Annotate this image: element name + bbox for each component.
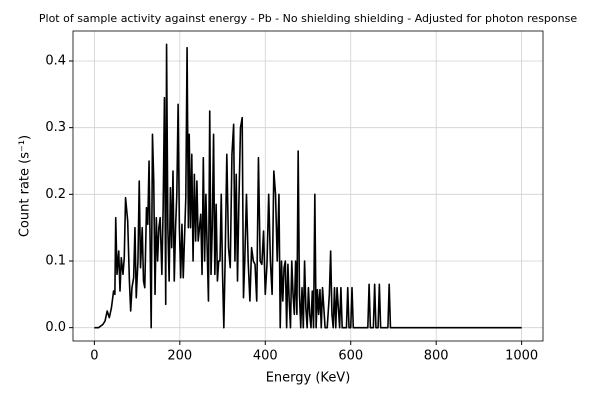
y-tick-label: 0.1: [45, 254, 66, 269]
x-tick-label: 800: [424, 349, 449, 364]
x-axis-label: Energy (KeV): [266, 371, 351, 386]
y-axis-label: Count rate (s⁻¹): [18, 135, 33, 237]
x-tick-label: 600: [338, 349, 363, 364]
y-tick-label: 0.0: [45, 320, 66, 335]
x-tick-label: 200: [167, 349, 192, 364]
x-tick-label: 0: [90, 349, 98, 364]
y-tick-label: 0.4: [45, 54, 66, 69]
chart-title: Plot of sample activity against energy -…: [39, 12, 577, 25]
y-tick-label: 0.2: [45, 187, 66, 202]
x-tick-label: 400: [253, 349, 278, 364]
y-tick-label: 0.3: [45, 120, 66, 135]
data-line: [94, 43, 522, 329]
plot-frame: [72, 30, 544, 342]
x-tick-label: 1000: [505, 349, 538, 364]
